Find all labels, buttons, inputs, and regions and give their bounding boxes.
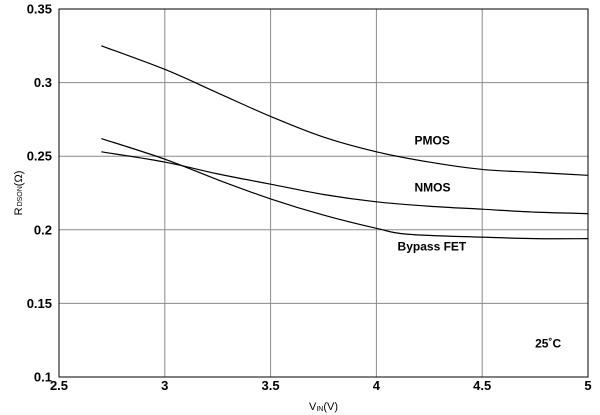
y-tick-label: 0.1 <box>34 370 52 385</box>
annotation-nmos: NMOS <box>414 181 450 195</box>
x-tick-label: 5 <box>584 378 591 393</box>
series-lines <box>101 45 589 240</box>
y-tick-labels: 0.1 0.15 0.2 0.25 0.3 0.35 <box>27 2 52 385</box>
x-tick-label: 4 <box>373 378 381 393</box>
x-tick-labels: 2.5 3 3.5 4 4.5 5 <box>50 378 592 393</box>
annotation-25-c: 25˚C <box>535 337 561 351</box>
annotations: PMOS NMOS Bypass FET 25˚C <box>398 133 562 350</box>
series-line-bypass-fet <box>101 137 589 240</box>
series-line-pmos <box>101 45 589 176</box>
x-axis-label-sub: IN <box>316 406 323 413</box>
series-line-nmos <box>101 151 589 215</box>
plot-frame <box>58 8 589 378</box>
y-tick-label: 0.2 <box>34 222 52 237</box>
y-tick-label: 0.3 <box>34 75 52 90</box>
x-tick-label: 4.5 <box>473 378 491 393</box>
y-tick-label: 0.35 <box>27 2 52 17</box>
x-axis-label: VIN(V) <box>309 401 338 413</box>
annotation-bypass-fet: Bypass FET <box>398 239 467 253</box>
x-tick-label: 3 <box>161 378 168 393</box>
y-axis-label-sub: DSON <box>17 186 24 206</box>
y-axis-label-main: R <box>13 207 25 215</box>
y-axis-label-tail: (Ω) <box>13 171 25 187</box>
y-tick-label: 0.25 <box>27 149 52 164</box>
y-axis-label: RDSON(Ω) <box>13 171 25 216</box>
x-axis-label-tail: (V) <box>323 401 338 413</box>
y-tick-label: 0.15 <box>27 296 52 311</box>
gridlines <box>58 8 589 378</box>
annotation-pmos: PMOS <box>414 133 449 147</box>
x-tick-label: 2.5 <box>50 378 68 393</box>
x-tick-label: 3.5 <box>262 378 280 393</box>
x-axis-label-main: V <box>309 401 317 413</box>
